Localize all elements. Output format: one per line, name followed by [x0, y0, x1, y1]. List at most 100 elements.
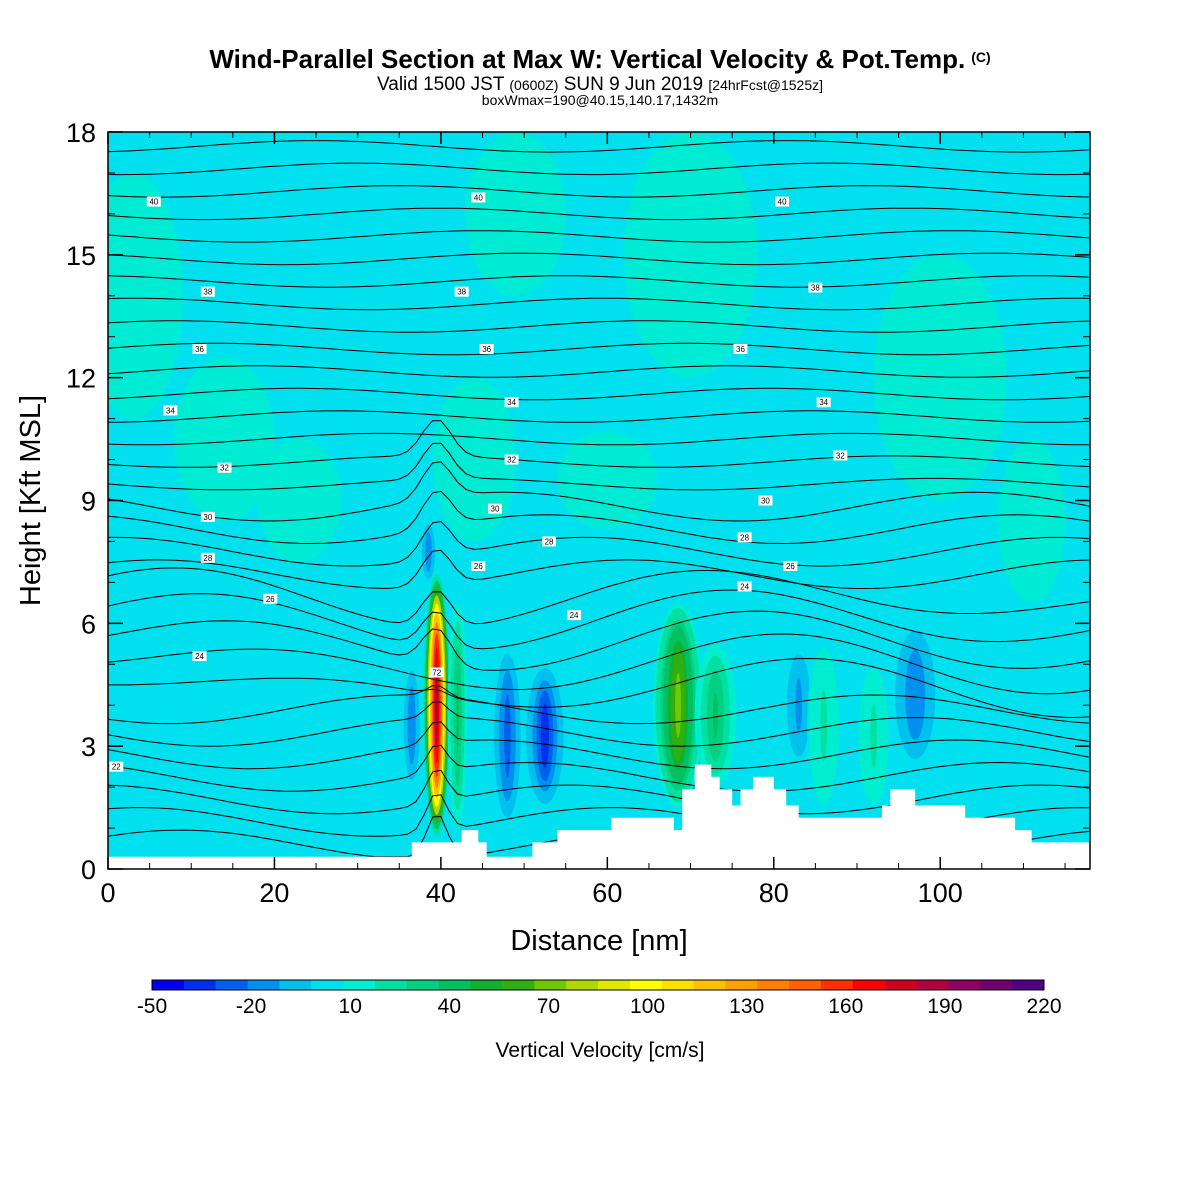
isentrope-label: 40	[471, 192, 486, 203]
copyright-mark: (C)	[971, 49, 991, 65]
isentrope-label-text: 26	[474, 562, 483, 571]
colorbar-swatch	[183, 980, 217, 990]
weak-updraft-patches	[108, 132, 1066, 603]
isentrope-label: 24	[192, 651, 207, 662]
isentrope-line	[108, 162, 1090, 176]
isentrope-label-text: 28	[545, 537, 554, 546]
x-tick-label: 80	[759, 878, 789, 908]
isentrope-label-text: 34	[819, 398, 828, 407]
colorbar-swatch	[661, 980, 695, 990]
isentrope-label-text: 36	[195, 345, 204, 354]
isentrope-label-text: 34	[507, 398, 516, 407]
colorbar-swatch	[311, 980, 344, 990]
colorbar-swatch	[1012, 980, 1045, 990]
valid-date: SUN 9 Jun 2019	[563, 74, 704, 95]
isentrope-label-box	[146, 196, 161, 207]
isentrope-label-text: 32	[836, 451, 845, 460]
y-tick-label: 12	[66, 364, 96, 394]
isentrope-label-text: 26	[786, 562, 795, 571]
isentrope-line	[108, 685, 1090, 725]
chart-title-text: Wind-Parallel Section at Max W: Vertical…	[209, 44, 966, 74]
isentrope-label-box	[163, 405, 178, 416]
isentrope-label: 36	[479, 344, 494, 355]
y-tick-label: 0	[81, 855, 96, 885]
isentrope-label: 38	[200, 286, 215, 297]
isentrope-line	[108, 185, 1090, 198]
colorbar-swatch	[757, 980, 790, 990]
colorbar-tick-label: 10	[339, 995, 362, 1018]
colorbar-swatch	[948, 980, 981, 990]
isentrope-label: 34	[816, 397, 831, 408]
isentrope-label-text: 30	[761, 497, 770, 506]
downdraft-cell-contour	[912, 672, 919, 718]
isentrope-label-box	[471, 192, 486, 203]
updraft-cell-contour	[435, 663, 439, 747]
isentrope-label-text: 40	[778, 198, 787, 207]
updraft-cell	[423, 574, 451, 837]
isentrope-line	[108, 410, 1090, 423]
isentrope-label-box	[733, 344, 748, 355]
valid-prefix: Valid 1500 JST	[376, 74, 505, 95]
weak-updraft-patch	[873, 254, 1007, 501]
isentrope-label-box	[504, 454, 519, 465]
colorbar-tick-label: 220	[1026, 995, 1061, 1018]
weak-updraft-patch	[432, 377, 516, 542]
isentrope-label-text: 24	[740, 582, 749, 591]
colorbar-swatch	[534, 980, 567, 990]
x-tick-label: 60	[592, 878, 622, 908]
isentrope-label-box	[775, 196, 790, 207]
isentrope-label-box	[808, 282, 823, 293]
isentrope-label-box	[737, 581, 752, 592]
isentrope-label-text: 32	[220, 464, 229, 473]
y-tick-label: 3	[81, 732, 96, 762]
colorbar-swatch	[884, 980, 918, 990]
isentrope-line	[108, 610, 1090, 671]
y-axis-label: Height [Kft MSL]	[15, 395, 47, 606]
isentrope-label: 26	[471, 561, 486, 572]
isentrope-label-text: 38	[811, 284, 820, 293]
isentrope-label-box	[542, 536, 557, 547]
isentrope-label-text: 26	[266, 595, 275, 604]
isentrope-label-box	[200, 286, 215, 297]
isentrope-label-box	[192, 651, 207, 662]
colorbar: -50 -20 10 40 70 100 130 160 190 220 Vertical Velo…	[137, 979, 1062, 1062]
weak-updraft-patch	[174, 357, 275, 521]
isentropes	[108, 140, 1090, 858]
isentrope-line	[108, 297, 1090, 311]
isentrope-label-box	[263, 593, 278, 604]
x-tick-label: 40	[426, 878, 456, 908]
isentrope-label: 34	[163, 405, 178, 416]
colorbar-swatch	[789, 980, 822, 990]
isentrope-label: 38	[454, 286, 469, 297]
colorbar-swatch	[598, 980, 631, 990]
downdraft-cell-contour	[505, 706, 510, 766]
updraft-cell-contour	[713, 692, 719, 739]
isentrope-label-box	[487, 503, 502, 514]
isentrope-label-box	[429, 667, 444, 678]
isentrope-label-text: 22	[112, 763, 121, 772]
terrain	[108, 764, 1090, 869]
isentrope-label-text: 38	[203, 288, 212, 297]
colorbar-tick-label: 70	[537, 995, 560, 1018]
isentrope-line	[108, 442, 1090, 491]
updraft-cell	[694, 643, 737, 788]
isentrope-label-box	[833, 450, 848, 461]
colorbar-tick-label: 100	[630, 995, 665, 1018]
isentrope-label-box	[816, 397, 831, 408]
isentrope-label: 32	[217, 462, 232, 473]
isentrope-label-box	[783, 561, 798, 572]
x-tick-label: 0	[100, 878, 115, 908]
colorbar-swatch	[438, 980, 472, 990]
isentrope-line	[108, 461, 1090, 522]
isentrope-line	[108, 657, 1090, 719]
isentrope-label: 24	[567, 610, 582, 621]
isentrope-label-text: 32	[507, 456, 516, 465]
isentrope-label: 36	[192, 344, 207, 355]
colorbar-swatch	[566, 980, 599, 990]
colorbar-tick-label: -50	[137, 995, 167, 1018]
isentrope-line	[108, 490, 1090, 545]
x-axis-label: Distance [nm]	[510, 925, 687, 957]
isentrope-label: 72	[429, 667, 444, 678]
isentrope-line	[108, 432, 1090, 446]
